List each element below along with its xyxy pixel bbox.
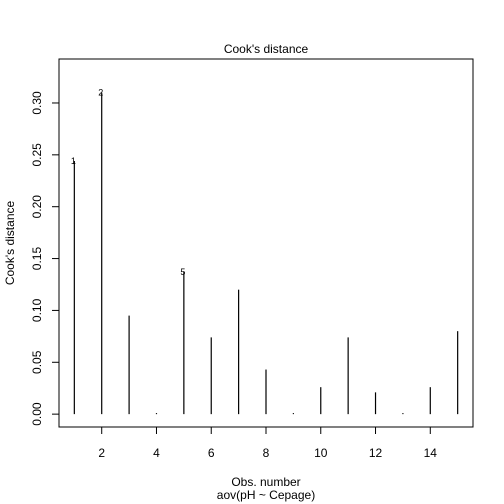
x-axis: 2 4 6 8 10 12 14 (98, 427, 437, 460)
x-tick-label-12: 12 (369, 446, 383, 460)
y-axis-label: Cook's distance (3, 201, 17, 286)
x-tick-label-2: 2 (98, 446, 105, 460)
point-label-2: 2 (98, 88, 103, 98)
bars-group (73, 92, 459, 415)
x-tick-label-8: 8 (263, 446, 270, 460)
x-tick-label-10: 10 (314, 446, 328, 460)
x-tick-label-6: 6 (208, 446, 215, 460)
y-tick-label-3: 0.15 (30, 247, 44, 271)
y-tick-label-0: 0.00 (30, 402, 44, 426)
point-labels-group: 1 2 5 (71, 88, 186, 277)
x-axis-subtitle: aov(pH ~ Cepage) (217, 488, 315, 502)
y-tick-label-4: 0.20 (30, 195, 44, 219)
y-axis: 0.00 0.05 0.10 0.15 0.20 0.25 0.30 (30, 91, 59, 426)
y-tick-label-5: 0.25 (30, 143, 44, 167)
x-tick-label-4: 4 (153, 446, 160, 460)
x-tick-label-14: 14 (424, 446, 438, 460)
chart-title: Cook's distance (224, 42, 309, 56)
point-label-5: 5 (180, 267, 185, 277)
point-label-1: 1 (71, 156, 76, 166)
y-tick-label-6: 0.30 (30, 91, 44, 115)
y-tick-label-2: 0.10 (30, 298, 44, 322)
y-tick-label-1: 0.05 (30, 350, 44, 374)
x-axis-label: Obs. number (231, 475, 300, 489)
